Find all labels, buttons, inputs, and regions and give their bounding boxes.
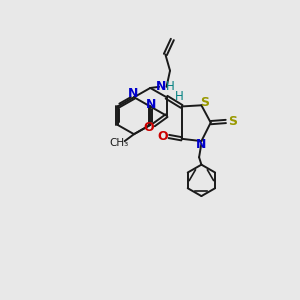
Text: N: N bbox=[128, 87, 138, 100]
Text: N: N bbox=[155, 80, 166, 93]
Text: S: S bbox=[200, 96, 209, 109]
Text: O: O bbox=[144, 121, 154, 134]
Text: N: N bbox=[146, 98, 157, 111]
Text: N: N bbox=[196, 138, 207, 151]
Text: CH₃: CH₃ bbox=[109, 138, 128, 148]
Text: S: S bbox=[228, 115, 237, 128]
Text: O: O bbox=[158, 130, 168, 142]
Text: H: H bbox=[175, 90, 184, 103]
Text: H: H bbox=[166, 80, 174, 93]
